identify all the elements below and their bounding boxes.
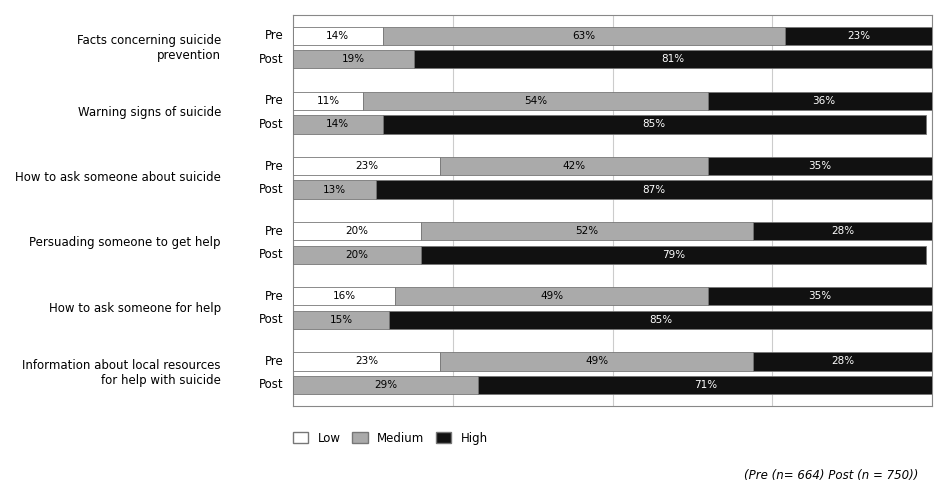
Legend: Low, Medium, High: Low, Medium, High bbox=[293, 432, 488, 445]
Bar bbox=[389, 311, 932, 329]
Bar bbox=[753, 222, 932, 240]
Bar bbox=[708, 287, 932, 306]
Bar bbox=[478, 376, 932, 394]
Text: Pre: Pre bbox=[265, 290, 283, 303]
Bar bbox=[420, 222, 753, 240]
Bar bbox=[294, 376, 478, 394]
Text: 23%: 23% bbox=[847, 31, 870, 41]
Bar bbox=[708, 157, 932, 175]
Text: 20%: 20% bbox=[346, 226, 368, 236]
Bar bbox=[294, 311, 389, 329]
Bar bbox=[753, 352, 932, 371]
Text: 23%: 23% bbox=[355, 356, 378, 366]
Bar bbox=[364, 92, 708, 110]
Bar bbox=[294, 287, 395, 306]
Text: 14%: 14% bbox=[327, 119, 349, 129]
Text: 52%: 52% bbox=[576, 226, 599, 236]
Bar bbox=[294, 27, 383, 45]
Text: 35%: 35% bbox=[809, 291, 831, 301]
Bar bbox=[708, 92, 938, 110]
Bar bbox=[376, 180, 932, 199]
Text: 35%: 35% bbox=[809, 161, 831, 171]
Text: 36%: 36% bbox=[812, 96, 835, 106]
Text: 28%: 28% bbox=[831, 356, 854, 366]
Text: 85%: 85% bbox=[642, 119, 666, 129]
Text: 16%: 16% bbox=[332, 291, 356, 301]
Text: 79%: 79% bbox=[662, 249, 685, 260]
Bar bbox=[785, 27, 932, 45]
Bar bbox=[415, 50, 932, 69]
Bar bbox=[383, 115, 925, 134]
Bar bbox=[294, 180, 376, 199]
Text: 87%: 87% bbox=[642, 184, 666, 195]
Text: 42%: 42% bbox=[563, 161, 586, 171]
Bar bbox=[294, 222, 420, 240]
Bar bbox=[294, 246, 420, 264]
Text: 49%: 49% bbox=[585, 356, 608, 366]
Text: 28%: 28% bbox=[831, 226, 854, 236]
Bar bbox=[383, 27, 785, 45]
Bar bbox=[420, 246, 925, 264]
Text: Post: Post bbox=[259, 248, 283, 261]
Text: Post: Post bbox=[259, 53, 283, 66]
Text: Post: Post bbox=[259, 313, 283, 326]
Bar bbox=[294, 50, 415, 69]
Text: 20%: 20% bbox=[346, 249, 368, 260]
Bar bbox=[294, 157, 440, 175]
Text: 11%: 11% bbox=[316, 96, 340, 106]
Text: Pre: Pre bbox=[265, 30, 283, 42]
Text: Pre: Pre bbox=[265, 225, 283, 238]
Bar bbox=[440, 157, 708, 175]
Text: 13%: 13% bbox=[323, 184, 347, 195]
Text: Post: Post bbox=[259, 183, 283, 196]
Text: 23%: 23% bbox=[355, 161, 378, 171]
Text: (Pre (n= 664) Post (n = 750)): (Pre (n= 664) Post (n = 750)) bbox=[744, 469, 919, 482]
Text: Post: Post bbox=[259, 379, 283, 391]
Text: 29%: 29% bbox=[374, 380, 398, 390]
Text: Pre: Pre bbox=[265, 355, 283, 368]
Text: Post: Post bbox=[259, 118, 283, 131]
Bar bbox=[440, 352, 753, 371]
Text: 19%: 19% bbox=[342, 54, 366, 64]
Text: 81%: 81% bbox=[662, 54, 685, 64]
Bar bbox=[294, 92, 364, 110]
Text: 14%: 14% bbox=[327, 31, 349, 41]
Text: 71%: 71% bbox=[693, 380, 717, 390]
Bar bbox=[395, 287, 708, 306]
Text: Pre: Pre bbox=[265, 95, 283, 107]
Bar bbox=[294, 352, 440, 371]
Text: 63%: 63% bbox=[572, 31, 596, 41]
Text: 54%: 54% bbox=[525, 96, 547, 106]
Text: Pre: Pre bbox=[265, 160, 283, 173]
Text: 15%: 15% bbox=[330, 315, 352, 325]
Text: 85%: 85% bbox=[649, 315, 672, 325]
Bar bbox=[294, 115, 383, 134]
Text: 49%: 49% bbox=[541, 291, 563, 301]
